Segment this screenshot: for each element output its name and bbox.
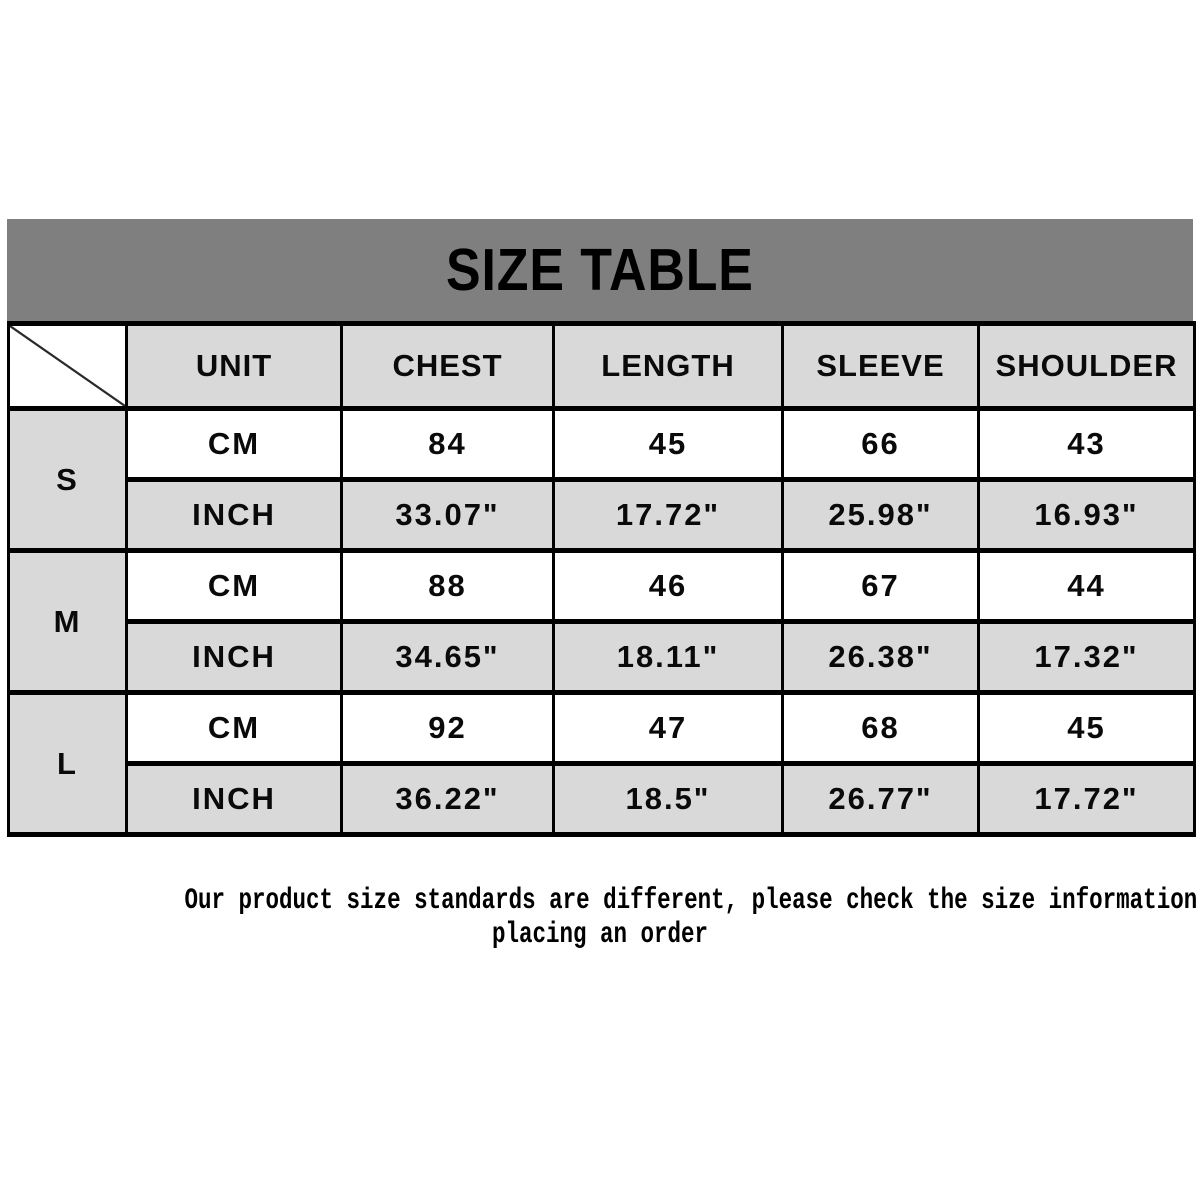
table-cell: 17.72" [552,477,784,553]
table-cell: 26.77" [781,761,980,837]
table-cell: 47 [552,690,784,766]
table-row: S CM 84 45 66 43 [7,406,1196,553]
column-header-sleeve: SLEEVE [781,321,980,411]
table-cell: 66 [781,406,980,482]
table-cell: 46 [552,548,784,624]
table-cell: 36.22" [340,761,555,837]
table-cell: 18.11" [552,619,784,695]
size-table: UNIT CHEST LENGTH SLEEVE SHOULDER S CM 8… [7,321,1196,837]
column-header-unit: UNIT [125,321,343,411]
table-row: L CM 92 47 68 45 [7,690,1196,837]
table-cell: INCH [125,477,343,553]
table-cell: 45 [977,690,1196,766]
footer-note-line1: Our product size standards are different… [184,884,1200,918]
column-header-chest: CHEST [340,321,555,411]
table-cell: 17.72" [977,761,1196,837]
table-row: INCH 34.65" 18.11" 26.38" 17.32" [9,619,1196,695]
footer-note: Our product size standards are different… [0,884,1200,952]
table-cell: 26.38" [781,619,980,695]
column-header-length: LENGTH [552,321,784,411]
size-table-title-bar: SIZE TABLE [7,219,1193,321]
size-label-m: M [7,548,128,695]
table-cell: 16.93" [977,477,1196,553]
table-cell: 84 [340,406,555,482]
table-cell: INCH [125,761,343,837]
table-row: INCH 33.07" 17.72" 25.98" 16.93" [9,477,1196,553]
table-cell: 67 [781,548,980,624]
table-cell: INCH [125,619,343,695]
table-cell: 33.07" [340,477,555,553]
diagonal-line [10,326,125,406]
table-cell: 68 [781,690,980,766]
table-cell: 25.98" [781,477,980,553]
table-cell: CM [125,548,343,624]
table-cell: 88 [340,548,555,624]
table-row: M CM 88 46 67 44 [7,548,1196,695]
table-cell: 18.5" [552,761,784,837]
table-cell: CM [125,406,343,482]
table-row: INCH 36.22" 18.5" 26.77" 17.72" [9,761,1196,837]
size-label-s: S [7,406,128,553]
column-header-shoulder: SHOULDER [977,321,1196,411]
table-cell: 17.32" [977,619,1196,695]
size-table-title: SIZE TABLE [446,237,754,303]
table-cell: 43 [977,406,1196,482]
table-cell: 44 [977,548,1196,624]
size-label-l: L [7,690,128,837]
footer-note-line2: placing an order [491,918,709,952]
corner-cell [7,321,128,411]
table-cell: 92 [340,690,555,766]
table-cell: CM [125,690,343,766]
table-cell: 45 [552,406,784,482]
table-cell: 34.65" [340,619,555,695]
table-header-row: UNIT CHEST LENGTH SLEEVE SHOULDER [7,321,1196,411]
